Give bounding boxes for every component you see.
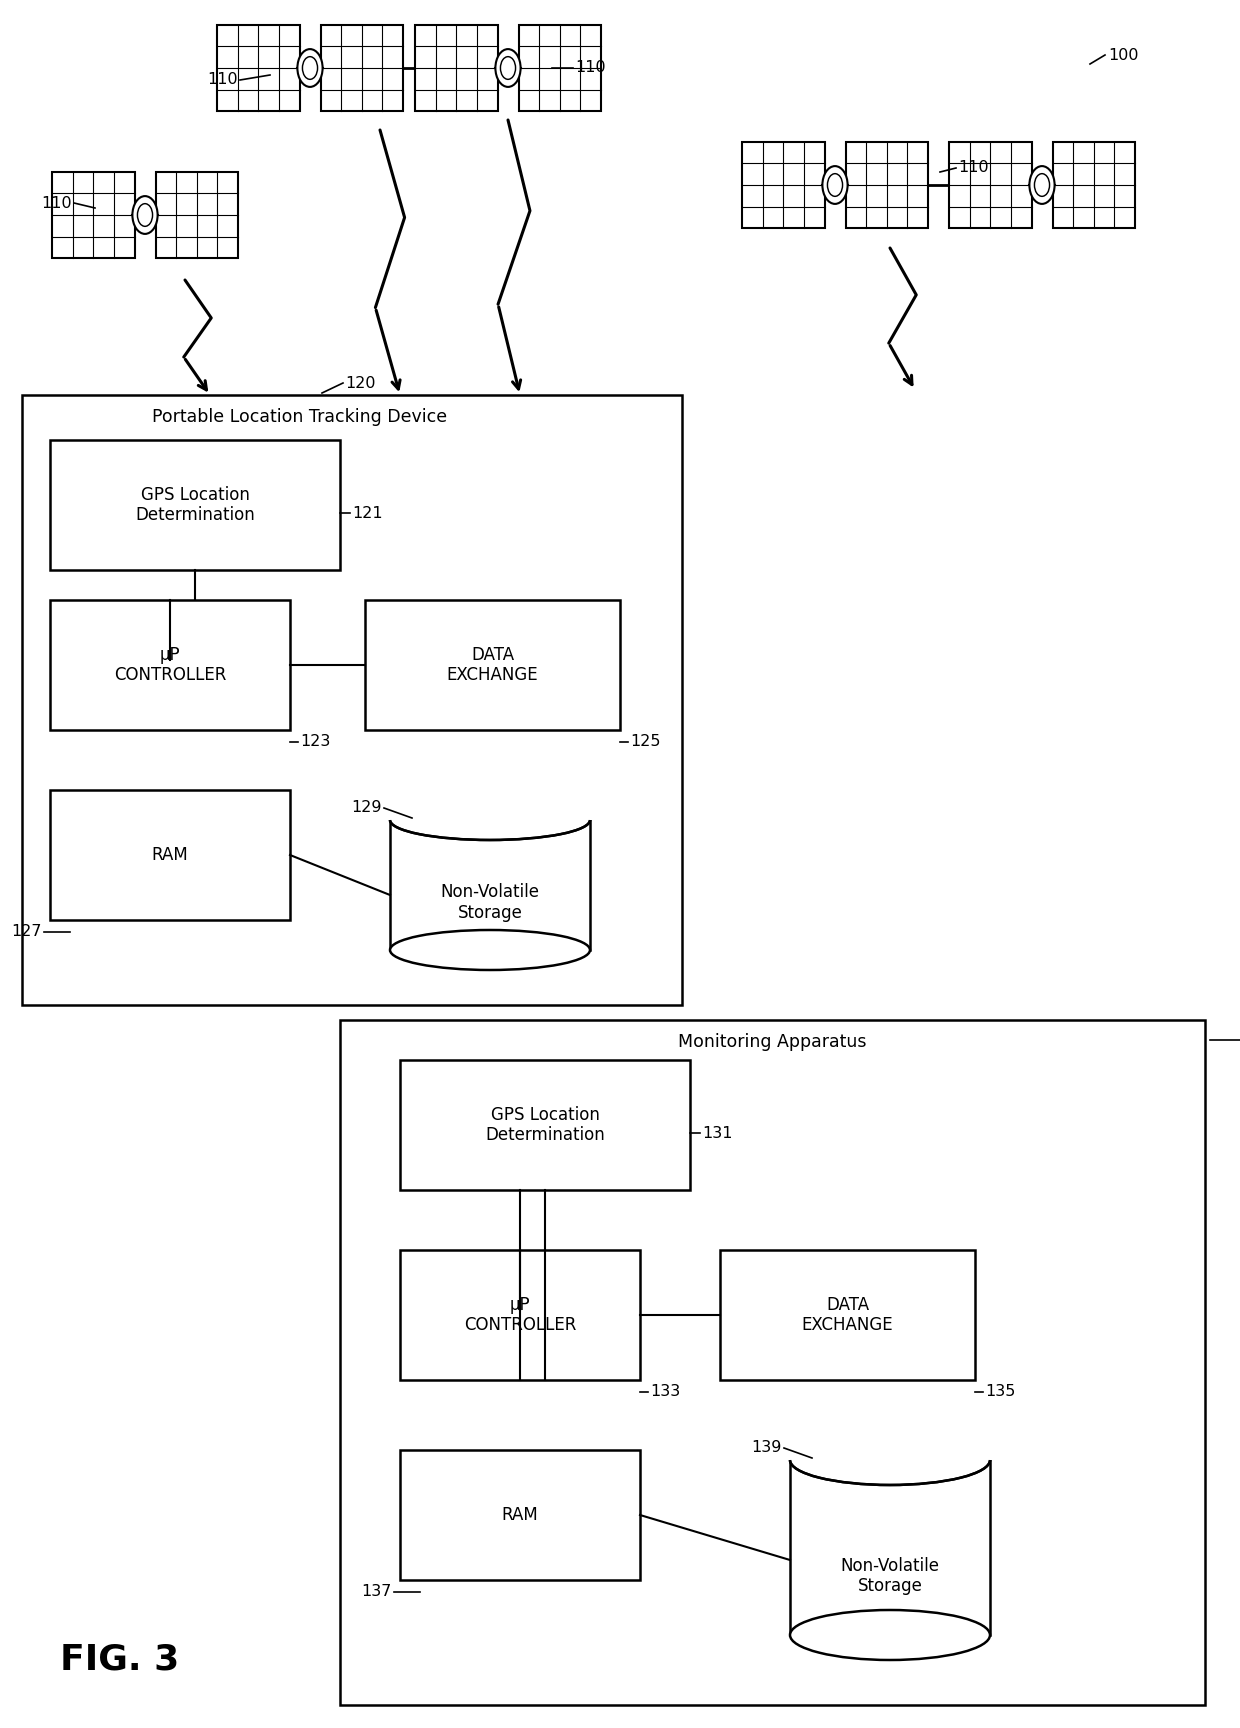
Bar — [401, 1249, 640, 1381]
Text: 127: 127 — [11, 924, 42, 940]
Ellipse shape — [1034, 173, 1049, 197]
Bar — [949, 142, 1032, 228]
Ellipse shape — [133, 195, 157, 233]
Text: FIG. 3: FIG. 3 — [61, 1643, 180, 1676]
Ellipse shape — [391, 800, 590, 840]
Text: μP
CONTROLLER: μP CONTROLLER — [464, 1296, 577, 1334]
Text: 110: 110 — [575, 60, 605, 76]
Text: 110: 110 — [41, 195, 72, 211]
Bar — [320, 24, 403, 111]
Text: GPS Location
Determination: GPS Location Determination — [135, 486, 255, 524]
Text: 120: 120 — [345, 375, 376, 391]
Ellipse shape — [496, 48, 521, 86]
Text: Monitoring Apparatus: Monitoring Apparatus — [678, 1033, 867, 1051]
Ellipse shape — [1029, 166, 1054, 204]
Text: GPS Location
Determination: GPS Location Determination — [485, 1106, 605, 1144]
Text: 110: 110 — [959, 161, 988, 176]
Bar — [217, 24, 300, 111]
Ellipse shape — [501, 57, 516, 79]
Ellipse shape — [391, 930, 590, 969]
Text: 110: 110 — [207, 73, 238, 88]
Bar — [790, 1460, 990, 1635]
Text: Non-Volatile
Storage: Non-Volatile Storage — [841, 1557, 940, 1595]
Bar — [1053, 142, 1135, 228]
Ellipse shape — [790, 1434, 990, 1484]
Bar — [401, 1059, 689, 1191]
Text: 123: 123 — [300, 734, 330, 750]
Text: DATA
EXCHANGE: DATA EXCHANGE — [446, 646, 538, 684]
Bar — [720, 1249, 975, 1381]
Text: Non-Volatile
Storage: Non-Volatile Storage — [440, 883, 539, 923]
Bar — [518, 24, 601, 111]
Bar — [50, 600, 290, 729]
Ellipse shape — [303, 57, 317, 79]
Bar — [155, 171, 238, 257]
Text: Portable Location Tracking Device: Portable Location Tracking Device — [151, 408, 446, 427]
Ellipse shape — [138, 204, 153, 226]
Ellipse shape — [827, 173, 842, 197]
Bar — [846, 142, 928, 228]
Bar — [22, 396, 682, 1006]
Bar — [787, 1433, 992, 1460]
Bar — [415, 24, 497, 111]
Ellipse shape — [790, 1610, 990, 1661]
Text: 135: 135 — [985, 1384, 1016, 1400]
Bar — [742, 142, 825, 228]
Text: 139: 139 — [751, 1441, 782, 1455]
Ellipse shape — [822, 166, 848, 204]
Text: 129: 129 — [351, 800, 382, 816]
Text: 125: 125 — [630, 734, 661, 750]
Bar — [50, 790, 290, 919]
Bar — [50, 441, 340, 570]
Text: 121: 121 — [352, 506, 383, 520]
Text: μP
CONTROLLER: μP CONTROLLER — [114, 646, 226, 684]
Bar — [365, 600, 620, 729]
Text: RAM: RAM — [502, 1507, 538, 1524]
Text: 131: 131 — [702, 1125, 733, 1140]
Bar — [391, 821, 590, 950]
Text: 133: 133 — [650, 1384, 681, 1400]
Bar — [52, 171, 134, 257]
Text: 100: 100 — [1109, 47, 1138, 62]
Bar — [401, 1450, 640, 1579]
Text: DATA
EXCHANGE: DATA EXCHANGE — [802, 1296, 893, 1334]
Bar — [388, 798, 591, 821]
Text: 137: 137 — [362, 1585, 392, 1600]
Text: RAM: RAM — [151, 847, 188, 864]
Ellipse shape — [298, 48, 322, 86]
Bar — [340, 1020, 1205, 1706]
